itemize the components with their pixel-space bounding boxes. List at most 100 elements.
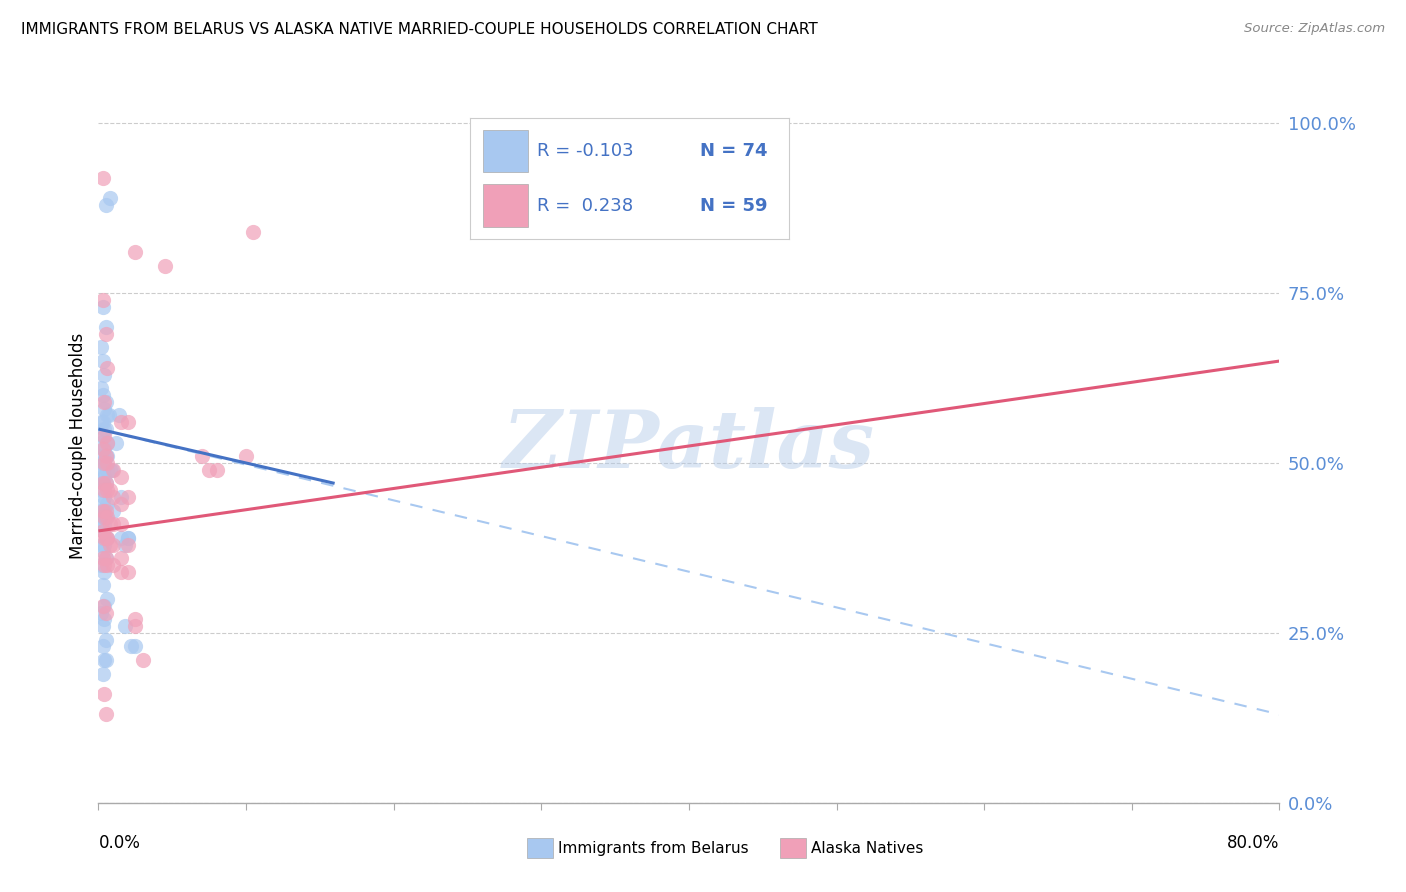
Point	[93, 442, 115, 457]
Point	[235, 449, 257, 463]
Point	[91, 544, 114, 558]
Point	[90, 381, 112, 395]
Point	[94, 320, 117, 334]
Point	[94, 449, 117, 463]
Point	[90, 456, 112, 470]
Point	[103, 537, 125, 551]
Point	[94, 606, 117, 620]
Point	[90, 415, 112, 429]
Point	[96, 531, 118, 545]
Point	[132, 653, 155, 667]
Point	[96, 483, 118, 498]
Point	[94, 394, 117, 409]
Point	[90, 341, 112, 355]
Point	[91, 476, 114, 491]
Point	[96, 360, 118, 375]
Point	[93, 612, 115, 626]
Point	[96, 409, 118, 423]
Point	[91, 503, 114, 517]
Point	[94, 449, 117, 463]
Point	[110, 531, 132, 545]
Point	[96, 435, 118, 450]
Point	[94, 422, 117, 436]
Point	[91, 415, 114, 429]
Point	[98, 517, 121, 532]
Point	[117, 565, 139, 579]
Point	[96, 531, 118, 545]
Point	[91, 170, 114, 185]
Point	[98, 463, 121, 477]
Point	[93, 429, 115, 443]
Point	[91, 578, 114, 592]
Point	[91, 354, 114, 368]
Point	[105, 435, 128, 450]
Point	[93, 510, 115, 524]
Point	[96, 435, 118, 450]
Text: IMMIGRANTS FROM BELARUS VS ALASKA NATIVE MARRIED-COUPLE HOUSEHOLDS CORRELATION C: IMMIGRANTS FROM BELARUS VS ALASKA NATIVE…	[21, 22, 818, 37]
Point	[103, 558, 125, 572]
Point	[242, 225, 264, 239]
Point	[91, 476, 114, 491]
Point	[91, 497, 114, 511]
Point	[93, 503, 115, 517]
Point	[96, 510, 118, 524]
Point	[94, 632, 117, 647]
Point	[91, 442, 114, 457]
Point	[117, 537, 139, 551]
Point	[90, 537, 112, 551]
Point	[110, 469, 132, 483]
Point	[93, 483, 115, 498]
Point	[103, 463, 125, 477]
Point	[93, 394, 115, 409]
Point	[94, 653, 117, 667]
Point	[93, 531, 115, 545]
Point	[98, 191, 121, 205]
Point	[90, 558, 112, 572]
Point	[191, 449, 214, 463]
Point	[94, 326, 117, 341]
Point	[100, 463, 122, 477]
Point	[124, 619, 146, 633]
Point	[93, 565, 115, 579]
Point	[110, 517, 132, 532]
Point	[90, 469, 112, 483]
Point	[91, 524, 114, 538]
Point	[94, 510, 117, 524]
Point	[96, 463, 118, 477]
Point	[94, 476, 117, 491]
Point	[153, 259, 176, 273]
Point	[117, 531, 139, 545]
Point	[93, 687, 115, 701]
Point	[93, 456, 115, 470]
Point	[93, 517, 115, 532]
Point	[98, 537, 121, 551]
Point	[110, 415, 132, 429]
Point	[103, 490, 125, 504]
Point	[93, 469, 115, 483]
Point	[124, 245, 146, 260]
Point	[91, 640, 114, 654]
Point	[110, 497, 132, 511]
Point	[96, 449, 118, 463]
Point	[91, 463, 114, 477]
Point	[96, 591, 118, 606]
Point	[103, 503, 125, 517]
Point	[94, 503, 117, 517]
Point	[90, 517, 112, 532]
Text: 80.0%: 80.0%	[1227, 834, 1279, 852]
Point	[93, 537, 115, 551]
Text: Alaska Natives: Alaska Natives	[811, 841, 924, 855]
Point	[98, 483, 121, 498]
Point	[94, 551, 117, 566]
Point	[90, 435, 112, 450]
Point	[91, 449, 114, 463]
Point	[93, 653, 115, 667]
Point	[117, 490, 139, 504]
Point	[114, 619, 136, 633]
Point	[93, 422, 115, 436]
Point	[120, 640, 142, 654]
Point	[94, 476, 117, 491]
Point	[93, 490, 115, 504]
Point	[91, 300, 114, 314]
Point	[91, 388, 114, 402]
